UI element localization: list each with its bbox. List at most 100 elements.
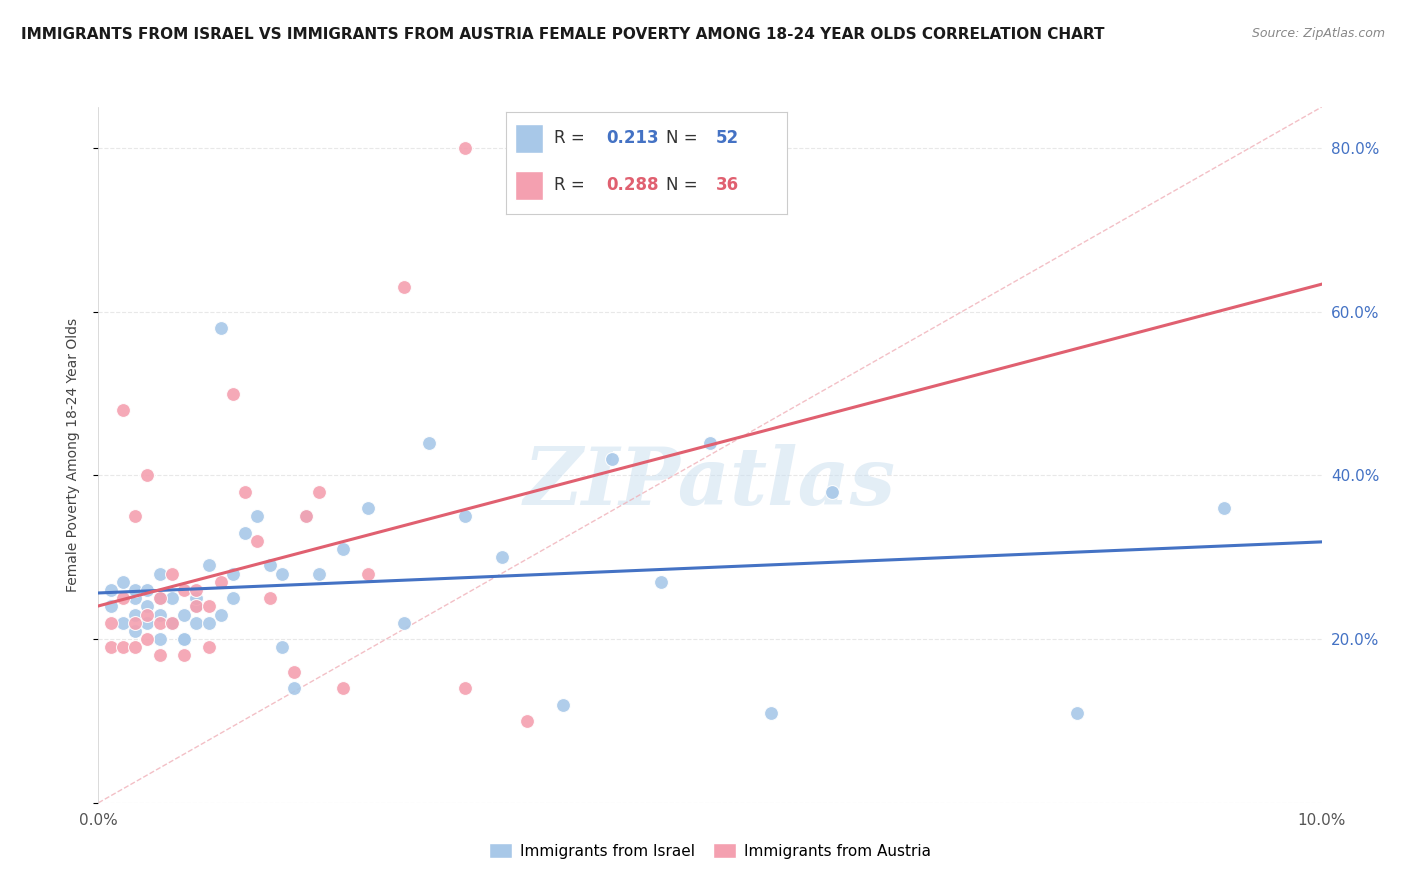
- Point: [454, 509, 477, 524]
- Text: Source: ZipAtlas.com: Source: ZipAtlas.com: [1251, 27, 1385, 40]
- Point: [186, 582, 208, 597]
- Text: ZIPatlas: ZIPatlas: [524, 444, 896, 522]
- Point: [160, 615, 183, 630]
- Point: [246, 509, 269, 524]
- Point: [124, 640, 146, 655]
- Point: [600, 452, 623, 467]
- Point: [149, 632, 172, 646]
- Point: [332, 681, 354, 696]
- Text: 52: 52: [716, 128, 738, 146]
- Point: [197, 615, 219, 630]
- Point: [222, 591, 245, 606]
- Point: [111, 403, 134, 417]
- Point: [136, 582, 159, 597]
- Point: [821, 484, 844, 499]
- Point: [1066, 706, 1088, 720]
- Point: [222, 566, 245, 581]
- Point: [270, 640, 292, 655]
- Point: [124, 607, 146, 622]
- Point: [356, 501, 378, 516]
- Point: [392, 280, 416, 294]
- Point: [111, 640, 134, 655]
- Point: [149, 591, 172, 606]
- Point: [516, 714, 538, 728]
- Point: [186, 615, 208, 630]
- Point: [173, 648, 195, 663]
- Point: [209, 574, 232, 589]
- Point: [759, 706, 782, 720]
- Point: [197, 558, 219, 573]
- Point: [136, 632, 159, 646]
- Point: [100, 640, 122, 655]
- Text: N =: N =: [666, 128, 703, 146]
- Point: [259, 558, 281, 573]
- Point: [111, 615, 134, 630]
- Point: [308, 566, 330, 581]
- Point: [173, 632, 195, 646]
- Point: [173, 607, 195, 622]
- Point: [136, 607, 159, 622]
- Point: [283, 681, 305, 696]
- Point: [650, 574, 672, 589]
- Point: [100, 582, 122, 597]
- Point: [149, 648, 172, 663]
- Point: [295, 509, 318, 524]
- Point: [553, 698, 575, 712]
- Point: [186, 591, 208, 606]
- Point: [392, 615, 416, 630]
- Point: [136, 615, 159, 630]
- Point: [332, 542, 354, 557]
- Point: [209, 321, 232, 335]
- Point: [149, 607, 172, 622]
- Point: [149, 566, 172, 581]
- Point: [454, 141, 477, 155]
- Text: 36: 36: [716, 176, 738, 194]
- Point: [149, 615, 172, 630]
- Point: [246, 533, 269, 548]
- Point: [160, 566, 183, 581]
- Text: 0.213: 0.213: [606, 128, 658, 146]
- Point: [197, 599, 219, 614]
- FancyBboxPatch shape: [515, 171, 543, 200]
- Point: [124, 591, 146, 606]
- Point: [491, 550, 513, 565]
- Point: [173, 582, 195, 597]
- Point: [454, 681, 477, 696]
- Point: [124, 582, 146, 597]
- Legend: Immigrants from Israel, Immigrants from Austria: Immigrants from Israel, Immigrants from …: [484, 837, 936, 864]
- Point: [308, 484, 330, 499]
- Point: [270, 566, 292, 581]
- Point: [160, 615, 183, 630]
- Point: [111, 574, 134, 589]
- Point: [111, 591, 134, 606]
- Point: [356, 566, 378, 581]
- Point: [197, 640, 219, 655]
- Point: [1212, 501, 1234, 516]
- Point: [149, 591, 172, 606]
- Point: [124, 624, 146, 638]
- Point: [209, 607, 232, 622]
- Y-axis label: Female Poverty Among 18-24 Year Olds: Female Poverty Among 18-24 Year Olds: [66, 318, 80, 592]
- Point: [186, 599, 208, 614]
- Point: [699, 435, 721, 450]
- Point: [100, 615, 122, 630]
- FancyBboxPatch shape: [515, 124, 543, 153]
- Point: [100, 599, 122, 614]
- Point: [283, 665, 305, 679]
- Point: [418, 435, 440, 450]
- Point: [186, 599, 208, 614]
- Point: [136, 599, 159, 614]
- Point: [233, 484, 256, 499]
- Point: [222, 386, 245, 401]
- Point: [160, 591, 183, 606]
- Text: 0.288: 0.288: [606, 176, 658, 194]
- Point: [173, 632, 195, 646]
- Point: [124, 509, 146, 524]
- Point: [136, 468, 159, 483]
- Text: R =: R =: [554, 128, 591, 146]
- Point: [124, 615, 146, 630]
- Text: IMMIGRANTS FROM ISRAEL VS IMMIGRANTS FROM AUSTRIA FEMALE POVERTY AMONG 18-24 YEA: IMMIGRANTS FROM ISRAEL VS IMMIGRANTS FRO…: [21, 27, 1105, 42]
- Point: [259, 591, 281, 606]
- Point: [233, 525, 256, 540]
- Point: [295, 509, 318, 524]
